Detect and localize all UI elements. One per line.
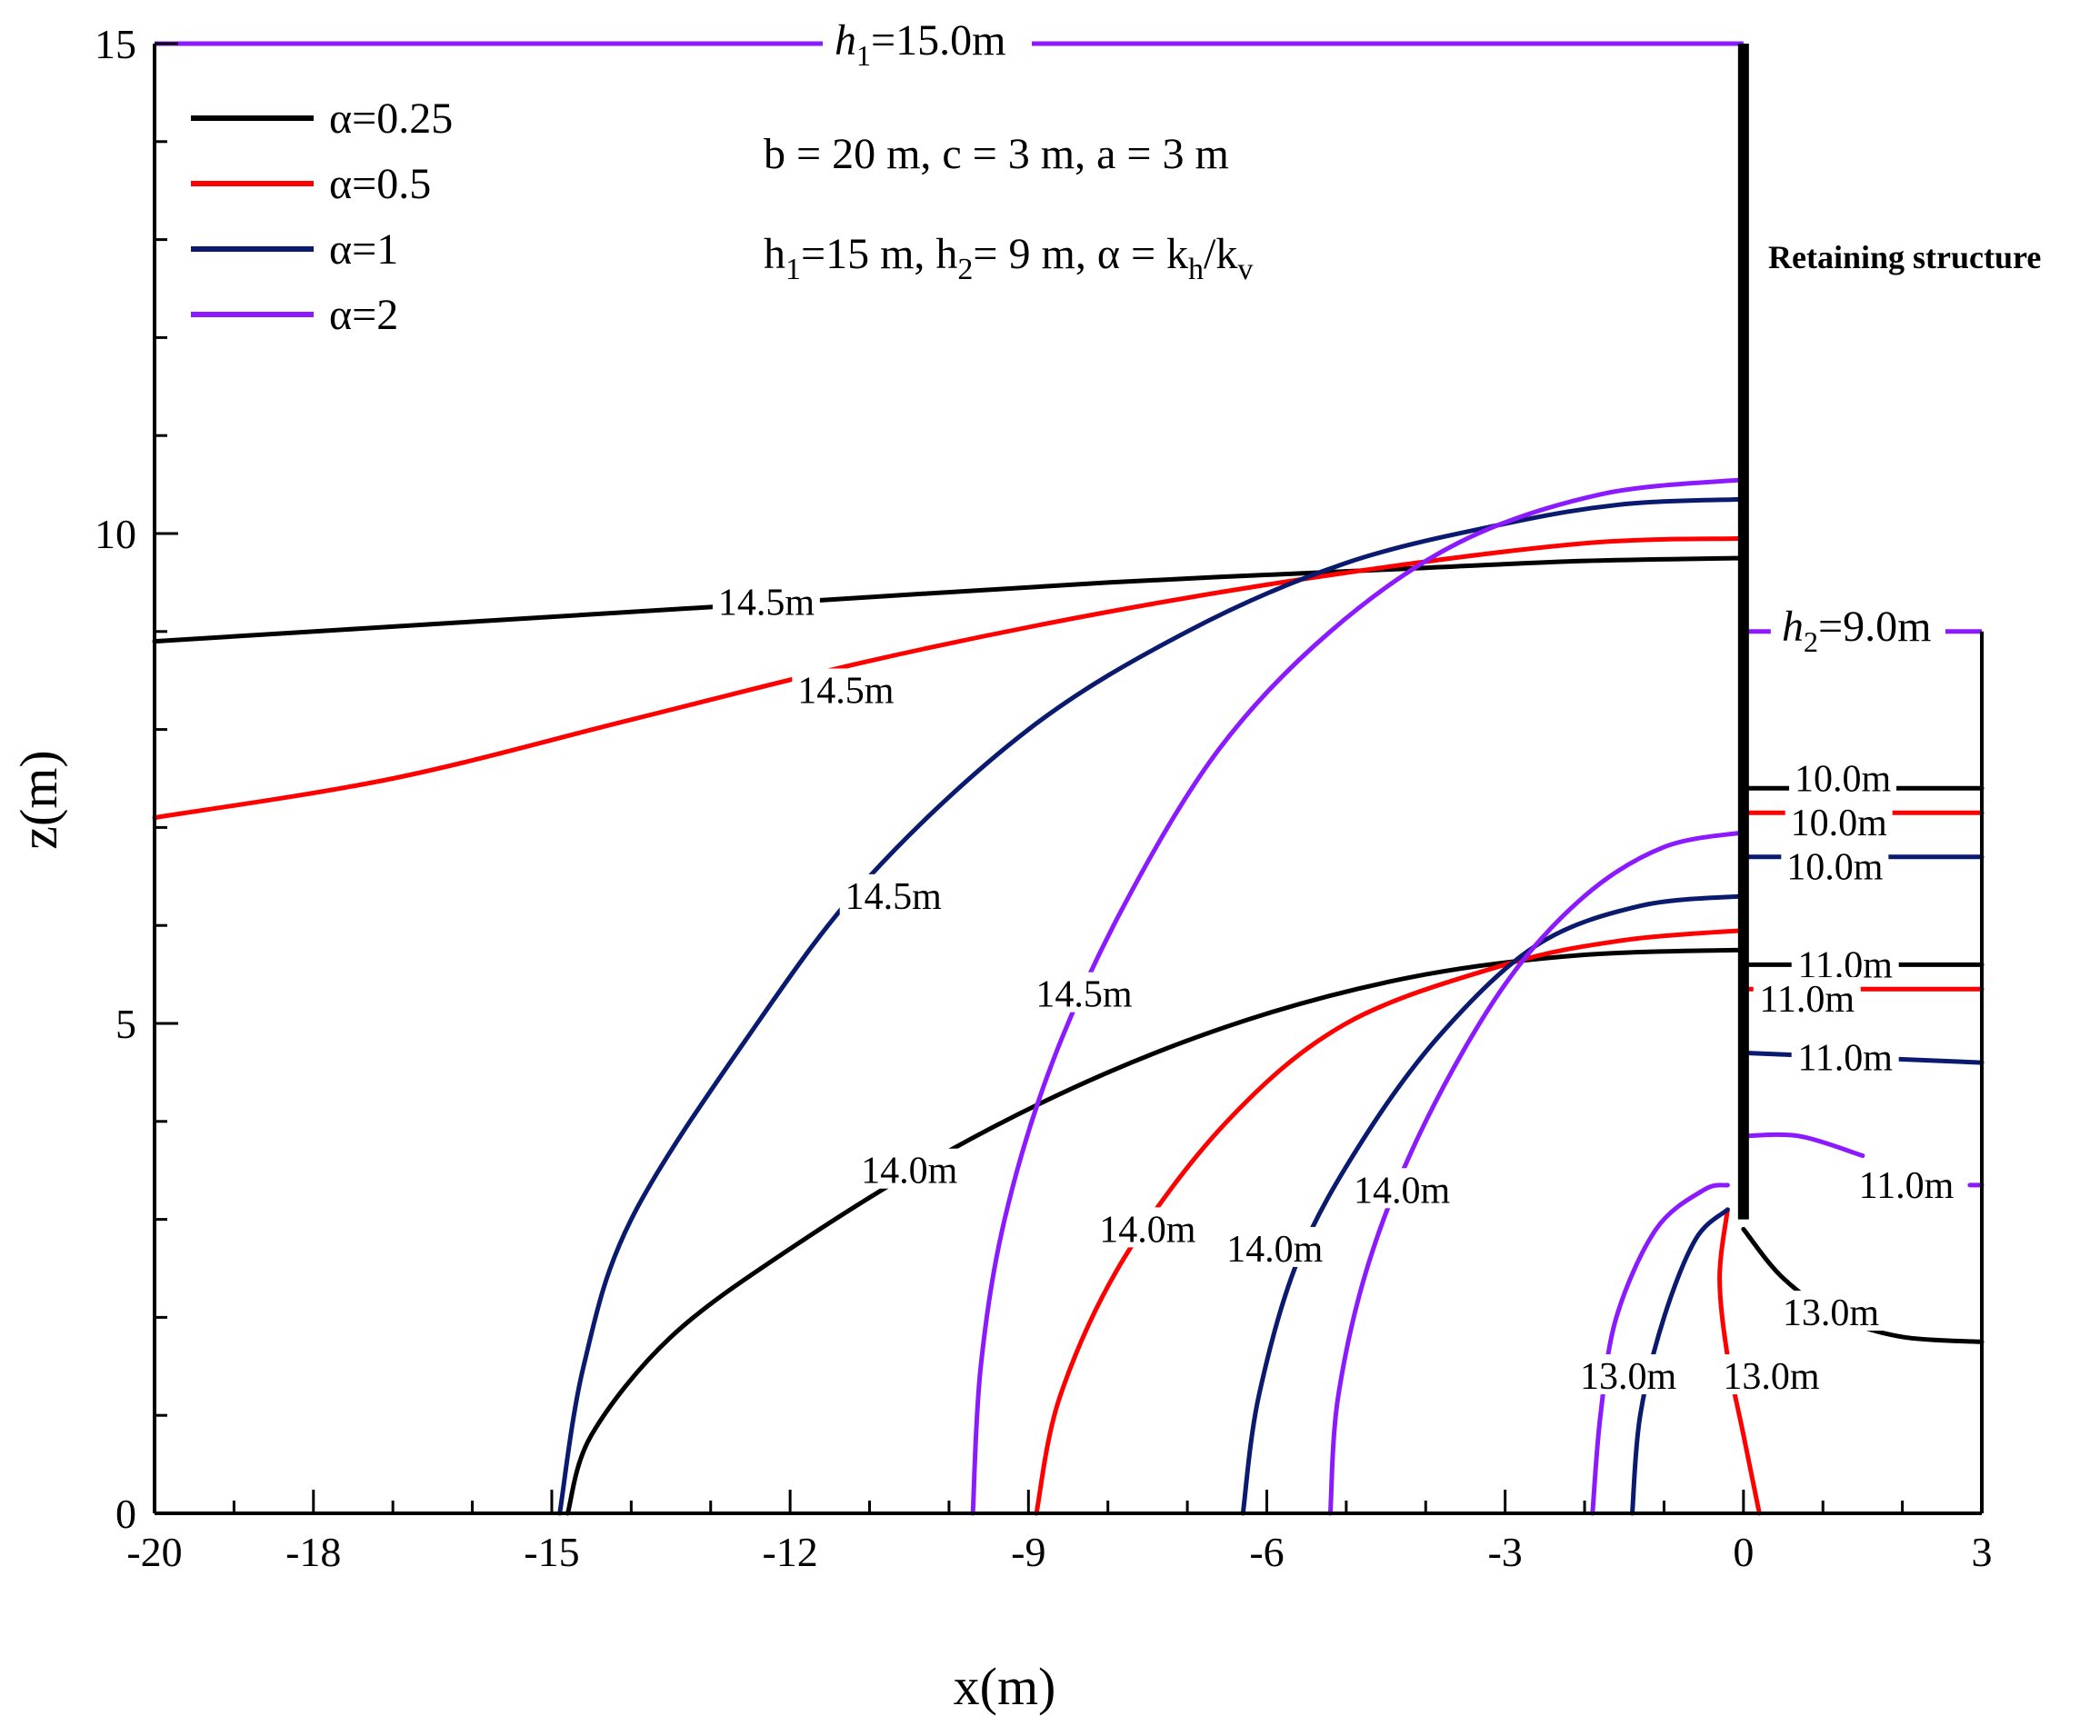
y-tick-label: 10 [95,511,136,557]
contour-label-bg [1221,1226,1329,1267]
contour-0.25-14.5m [152,555,1746,644]
contour-label: 14.0m [1354,1170,1451,1212]
contour-1-14.0m [1240,893,1746,1516]
contour-label-bg [1789,756,1897,797]
contour-label-bg [1030,972,1138,1013]
contour-label-bg [1776,1291,1885,1332]
contour-label: 14.5m [1035,974,1133,1016]
contour-label: 14.0m [1099,1209,1196,1251]
contour-label-bg [1791,1035,1899,1076]
contour-label: 14.5m [718,582,815,624]
contour-label-bg [1852,1162,1960,1203]
contour-label: 13.0m [1783,1292,1880,1334]
contour-label-bg [855,1148,964,1189]
x-tick-label: 0 [1733,1529,1754,1575]
contour-label-bg [1094,1207,1202,1248]
contour-2-11.0m [1741,1132,1865,1159]
contour-2-14.0m [1327,830,1746,1516]
contour-label-bg [1785,801,1893,842]
axes: -20 -18 -15 -12 -9 -6 -3 0 3 0 5 10 15 [95,21,1993,1575]
y-tick-label: 5 [115,1001,136,1047]
contour-label: 14.5m [845,876,943,918]
x-tick-label: 3 [1972,1529,1993,1575]
legend-label: α=2 [329,291,398,339]
head-boundary-lines [155,41,1984,1513]
contour-2-14.5m [970,477,1746,1516]
x-tick-label: -18 [285,1529,341,1575]
parameters-line-2: h1=15 m, h2= 9 m, α = kh/kv [764,230,1253,286]
contour-2-13.0m [1590,1182,1730,1516]
legend-label: α=0.5 [329,160,431,208]
y-axis-title: z(m) [9,750,68,850]
contour-label-bg [1717,1354,1825,1395]
y-tick-label: 0 [115,1491,136,1537]
contour-0.5-14.5m [152,535,1746,821]
x-axis-title: x(m) [954,1657,1056,1716]
x-tick-label: -15 [524,1529,579,1575]
legend-label: α=0.25 [329,95,453,143]
h1-label: h1=15.0m [835,16,1005,72]
contour-label-bg [1348,1168,1456,1209]
contour-label: 11.0m [1859,1165,1955,1207]
contour-label: 10.0m [1786,847,1884,889]
x-tick-label: -12 [762,1529,817,1575]
contour-label: 11.0m [1797,1038,1893,1080]
contour-label: 13.0m [1723,1356,1820,1398]
legend-label: α=1 [329,225,398,274]
x-tick-label: -3 [1487,1529,1522,1575]
contour-label-bg [839,873,947,914]
contour-label-bg [1781,844,1889,885]
contour-label-bg [1791,943,1899,983]
contour-label-bg [1575,1354,1683,1395]
contour-0.5-14.0m [1034,928,1746,1516]
contour-label: 10.0m [1795,759,1892,801]
contour-1-13.0m [1629,1207,1730,1516]
contour-label: 14.5m [797,670,895,712]
x-tick-label: -20 [126,1529,182,1575]
retaining-structure-label: Retaining structure [1768,239,2041,275]
y-tick-label: 15 [95,21,136,67]
x-tick-label: -6 [1249,1529,1284,1575]
contour-label: 13.0m [1580,1356,1677,1398]
contour-label: 14.0m [1226,1229,1324,1271]
contour-label-bg [712,580,820,621]
contour-label-bg [792,668,900,709]
contour-label: 10.0m [1791,803,1888,844]
x-tick-label: -9 [1011,1529,1045,1575]
contour-1-14.5m [557,496,1746,1516]
contour-label: 14.0m [861,1151,958,1192]
contour-label: 11.0m [1759,979,1855,1021]
contour-label-bg [1753,977,1861,1018]
parameters-line-1: b = 20 m, c = 3 m, a = 3 m [764,130,1229,178]
h2-label: h2=9.0m [1782,603,1931,658]
legend: α=0.25 α=0.5 α=1 α=2 [191,95,453,339]
contour-labels: 14.5m 14.5m 14.5m 14.5m 14.0m 14.0m 14.0m 14.0m… [712,580,1960,1398]
